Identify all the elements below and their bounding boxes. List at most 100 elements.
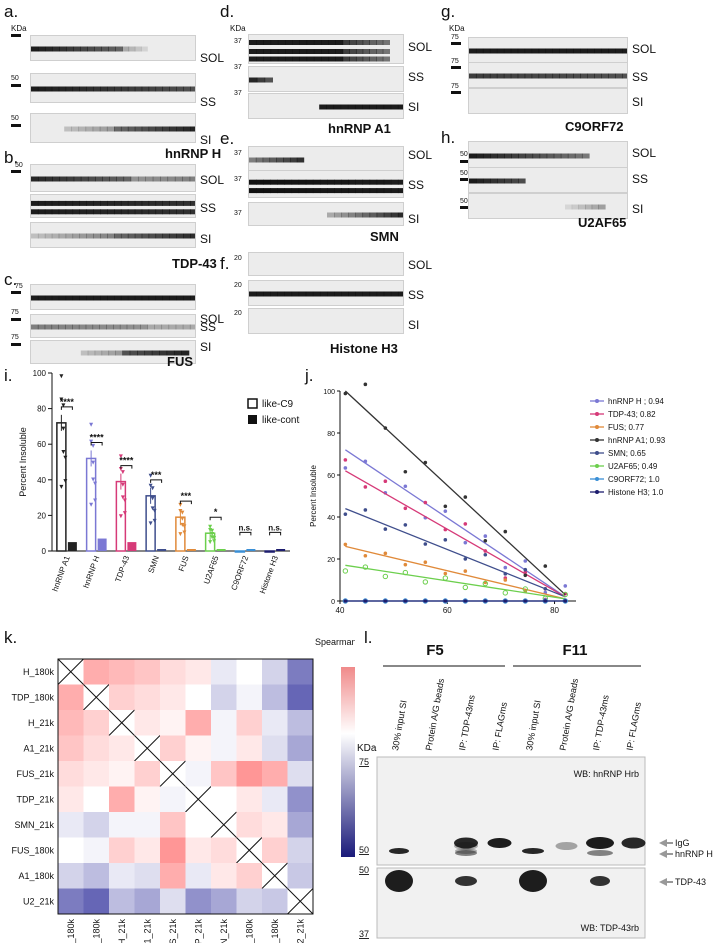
y-tick-label: 100 xyxy=(323,389,335,396)
blot-band xyxy=(341,291,349,297)
blot-band xyxy=(284,188,293,194)
blot-band xyxy=(591,204,599,210)
blot-band xyxy=(122,46,130,52)
blot-band xyxy=(114,200,122,206)
heatmap-cell xyxy=(160,710,186,736)
heatmap-cell xyxy=(236,786,262,812)
blot-band xyxy=(525,153,534,159)
heatmap-cell xyxy=(211,888,237,914)
blot-band xyxy=(249,40,257,45)
legend-marker xyxy=(595,451,599,455)
blot-band xyxy=(327,212,335,218)
heatmap-cell xyxy=(160,684,186,710)
blot-band xyxy=(503,73,512,79)
blot-band xyxy=(176,233,184,239)
data-point xyxy=(59,397,64,402)
blot-band xyxy=(128,46,136,52)
col-label: H_180k xyxy=(66,919,76,943)
heatmap-cell xyxy=(185,812,211,838)
blot-band xyxy=(397,212,403,218)
y-tick-label: 100 xyxy=(33,369,47,378)
blot-band xyxy=(147,324,155,330)
blot-band xyxy=(37,233,46,239)
heatmap-cell xyxy=(58,863,84,889)
blot-band xyxy=(299,40,308,45)
blot-band xyxy=(319,104,327,110)
blot-band xyxy=(106,324,114,330)
diagonal-cross xyxy=(236,837,263,864)
marker-tick xyxy=(11,124,21,127)
blot-band xyxy=(306,56,315,62)
blot-band xyxy=(622,73,627,79)
data-point xyxy=(89,502,94,507)
heatmap-cell xyxy=(134,684,160,710)
blot-band xyxy=(334,212,342,218)
data-point xyxy=(503,529,508,534)
marker-tick xyxy=(11,84,21,87)
blot-band xyxy=(263,188,271,194)
heatmap-cell xyxy=(236,812,262,838)
marker-37: 37 xyxy=(234,150,242,157)
heatmap-cell xyxy=(185,710,211,736)
data-point xyxy=(362,564,369,570)
blot-band xyxy=(313,40,322,45)
data-point xyxy=(210,535,215,540)
blot-band xyxy=(45,46,53,52)
data-point xyxy=(463,557,468,561)
fraction-label-si: SI xyxy=(408,212,420,226)
blot-band xyxy=(489,73,498,79)
y-tick-label: 0 xyxy=(331,599,335,606)
data-point xyxy=(423,599,428,603)
significance-label: n.s. xyxy=(238,523,252,532)
blot-band xyxy=(59,176,68,182)
bar-like-control xyxy=(127,542,137,551)
blot-band xyxy=(120,86,129,92)
kda-label-d: KDa xyxy=(230,24,246,33)
blot-band xyxy=(483,153,491,159)
y-tick-label: 80 xyxy=(37,405,46,414)
legend-marker xyxy=(595,490,599,494)
blot-band xyxy=(349,40,357,45)
blot-band xyxy=(504,178,512,184)
blot-band xyxy=(277,179,286,185)
blot-f-si xyxy=(248,308,404,334)
data-point xyxy=(403,484,408,489)
data-point xyxy=(150,486,155,491)
blot-band xyxy=(162,126,170,132)
blot-band xyxy=(397,179,403,185)
blot-band xyxy=(127,126,136,132)
blot-band xyxy=(249,77,258,83)
lane-label: Protein A/G beads xyxy=(424,677,447,751)
blot-band xyxy=(566,48,574,54)
heatmap-cell xyxy=(58,786,84,812)
data-point xyxy=(148,483,153,488)
blot-band xyxy=(102,176,110,182)
blot-band xyxy=(455,876,477,886)
blot-band xyxy=(93,295,101,301)
blot-band xyxy=(249,188,257,194)
blot-band xyxy=(162,233,170,239)
heatmap-cell xyxy=(83,837,109,863)
data-point xyxy=(443,571,448,576)
lane-label: IP: FLAGms xyxy=(625,701,643,751)
fraction-label-sol: SOL xyxy=(408,258,433,272)
heatmap-cell xyxy=(262,684,288,710)
data-point xyxy=(150,496,155,501)
data-point xyxy=(343,512,348,516)
data-point xyxy=(423,542,428,546)
blot-band xyxy=(262,157,271,163)
heatmap-cell xyxy=(58,837,84,863)
data-point xyxy=(463,540,468,545)
data-point xyxy=(443,538,448,542)
marker-tick xyxy=(460,206,470,209)
blot-band xyxy=(127,209,136,215)
blot-band xyxy=(545,48,554,54)
significance-label: **** xyxy=(60,397,75,407)
blot-band xyxy=(334,179,342,185)
blot-band xyxy=(362,212,371,218)
blot-b-ss xyxy=(30,194,196,218)
blot-band xyxy=(354,104,363,110)
heatmap-cell xyxy=(83,761,109,787)
blot-band xyxy=(58,295,67,301)
protein-name-smn: SMN xyxy=(370,229,399,244)
